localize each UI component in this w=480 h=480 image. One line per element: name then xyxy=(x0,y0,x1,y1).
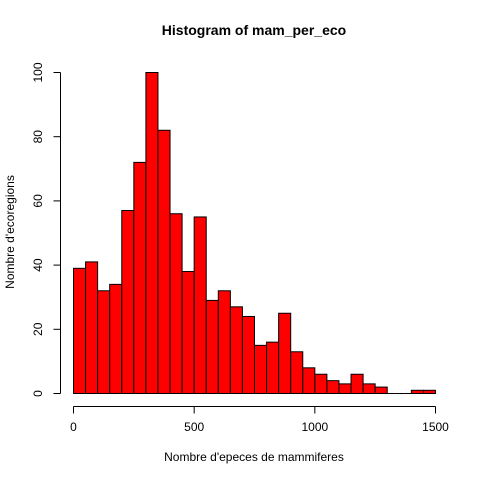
histogram-bar xyxy=(302,367,316,395)
y-tick-label: 80 xyxy=(31,130,45,144)
histogram-bar xyxy=(374,386,388,394)
histogram-bar xyxy=(73,267,87,394)
histogram-bar xyxy=(229,306,243,394)
bars-group xyxy=(73,72,436,395)
y-tick-label: 40 xyxy=(31,258,45,272)
histogram-bar xyxy=(109,283,123,394)
histogram-bar xyxy=(290,351,304,394)
histogram-bar xyxy=(217,290,231,394)
histogram-bar xyxy=(278,312,292,394)
y-tick-label: 0 xyxy=(31,390,45,397)
histogram-bar xyxy=(181,271,195,394)
histogram-bar xyxy=(410,389,424,395)
histogram-bar xyxy=(205,299,219,394)
chart-title: Histogram of mam_per_eco xyxy=(162,22,346,38)
y-tick-label: 20 xyxy=(31,322,45,336)
y-axis: 0 20 40 60 80 100 xyxy=(31,62,61,397)
x-tick-label: 0 xyxy=(70,420,77,434)
y-axis-label: Nombre d'ecoregions xyxy=(3,175,17,289)
x-tick-label: 1500 xyxy=(422,420,449,434)
histogram-bar xyxy=(350,373,364,394)
histogram-bar xyxy=(133,161,147,394)
histogram-bar xyxy=(422,389,436,395)
histogram-bar xyxy=(326,380,340,395)
histogram-bar xyxy=(241,315,256,394)
histogram-bar xyxy=(145,72,159,394)
y-tick-label: 100 xyxy=(31,62,45,82)
histogram-bar xyxy=(338,383,352,394)
histogram-bar xyxy=(169,213,183,394)
histogram-bar xyxy=(121,210,135,394)
x-tick-label: 500 xyxy=(184,420,204,434)
histogram-bar xyxy=(362,383,376,394)
histogram-bar xyxy=(85,261,99,395)
x-axis-label: Nombre d'epeces de mammiferes xyxy=(164,450,344,464)
histogram-bar xyxy=(254,344,268,395)
histogram-bar xyxy=(193,216,207,394)
histogram-bar xyxy=(266,341,280,395)
histogram-bar xyxy=(97,290,111,394)
histogram-bar xyxy=(314,373,328,394)
histogram-bar xyxy=(157,129,171,394)
y-tick-label: 60 xyxy=(31,194,45,208)
x-tick-label: 1000 xyxy=(301,420,328,434)
x-axis: 0 500 1000 1500 xyxy=(70,406,449,434)
